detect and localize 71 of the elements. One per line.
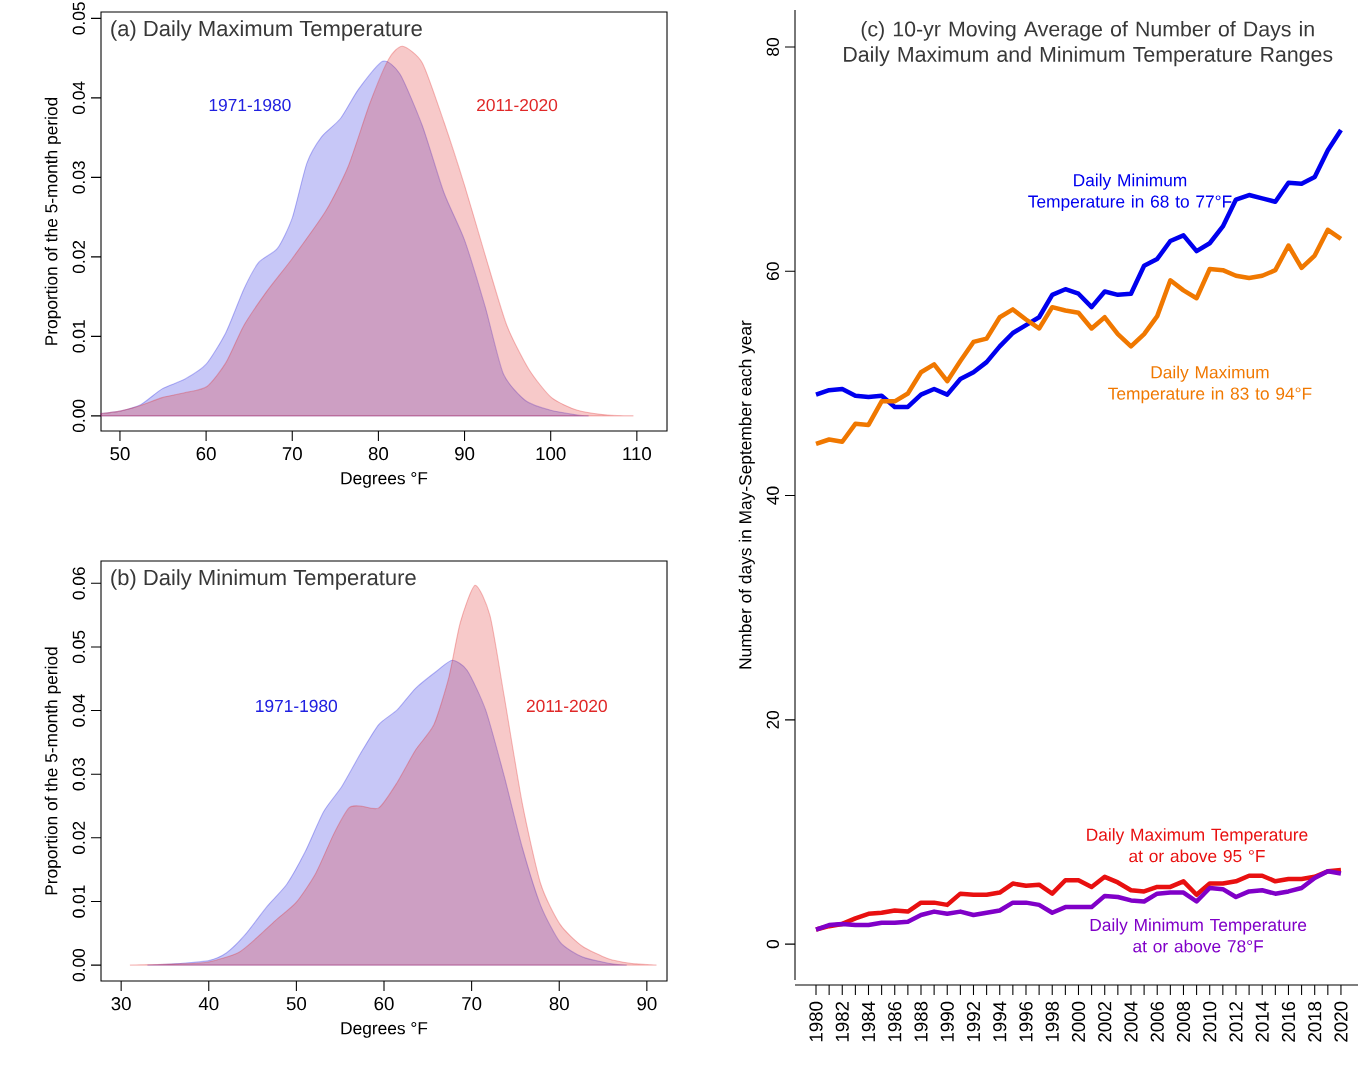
- y-tick-label: 0.04: [72, 81, 85, 115]
- x-tick-label: 1988: [914, 1001, 928, 1042]
- x-tick-label: 50: [286, 997, 307, 1011]
- text: 1971-1980: [256, 699, 338, 713]
- x-tick-label: 70: [462, 997, 482, 1011]
- x-tick-label: 2002: [1098, 1001, 1112, 1042]
- x-tick-label: 80: [549, 997, 569, 1011]
- y-tick-label: 80: [766, 38, 779, 56]
- y-axis-title: Number of days in May-September each year: [738, 320, 755, 669]
- x-tick-label: 90: [637, 997, 657, 1011]
- x-axis-title: Degrees °F: [341, 1022, 428, 1038]
- y-tick-label: 0.03: [72, 161, 85, 194]
- x-tick-label: 70: [282, 447, 302, 461]
- x-tick-label: 60: [374, 997, 394, 1011]
- x-tick-label: 40: [198, 997, 219, 1011]
- x-tick-label: 1996: [1019, 1001, 1033, 1042]
- x-tick-label: 80: [368, 447, 389, 461]
- x-axis-title: Degrees °F: [341, 472, 428, 488]
- x-tick-label: 1986: [888, 1001, 902, 1042]
- chart-title: (b) Daily Minimum Temperature: [111, 569, 416, 590]
- y-tick-label: 40: [766, 486, 779, 505]
- x-tick-label: 2012: [1229, 1001, 1243, 1042]
- x-tick-label: 1994: [993, 1001, 1007, 1042]
- line-series: [813, 127, 1344, 410]
- y-tick-label: 0.05: [72, 2, 85, 35]
- x-tick-label: 1984: [861, 1001, 876, 1042]
- x-tick-label: 2018: [1308, 1001, 1322, 1042]
- x-tick-label: 110: [623, 447, 652, 461]
- line-series: [813, 227, 1344, 447]
- series-label: Daily Maximum Temperature in 83 to 94°F: [1108, 365, 1312, 404]
- y-axis-title: Proportion of the 5-month period: [44, 97, 61, 345]
- series-label: 2011-2020: [526, 699, 607, 713]
- x-tick-label: 1980: [809, 1001, 823, 1042]
- x-tick-label: 1992: [966, 1001, 981, 1042]
- y-tick-label: 0.02: [72, 240, 85, 274]
- x-tick-label: 1982: [835, 1001, 849, 1042]
- x-tick-label: 2008: [1176, 1001, 1191, 1042]
- y-tick-label: 0.04: [72, 694, 85, 727]
- y-tick-label: 0.01: [72, 320, 85, 353]
- x-tick-label: 50: [110, 447, 130, 461]
- y-tick-label: 0.02: [72, 821, 85, 855]
- x-tick-label: 2004: [1124, 1001, 1138, 1042]
- x-tick-label: 30: [111, 997, 131, 1011]
- x-tick-label: 2000: [1071, 1001, 1086, 1042]
- x-tick-label: 1990: [940, 1001, 954, 1042]
- y-axis-title: Proportion of the 5-month period: [44, 647, 61, 895]
- x-tick-label: 60: [196, 447, 216, 461]
- text: 2011-2020: [477, 98, 558, 112]
- y-tick-label: 0.06: [72, 567, 85, 600]
- series-label: Daily Minimum Temperature at or above 78°F: [1090, 918, 1307, 953]
- x-tick-label: 100: [536, 447, 566, 461]
- y-tick-label: 0.00: [72, 399, 85, 433]
- y-tick-label: 0.00: [72, 948, 85, 982]
- x-tick-label: 2010: [1203, 1001, 1217, 1042]
- chart-title: (a) Daily Maximum Temperature: [111, 20, 422, 41]
- series-label: Daily Minimum Temperature in 68 to 77°F: [1028, 173, 1232, 212]
- x-tick-label: 2016: [1281, 1001, 1296, 1042]
- x-tick-label: 2020: [1334, 1001, 1348, 1042]
- text: 1971-1980: [209, 98, 291, 112]
- y-tick-label: 60: [766, 262, 779, 281]
- y-tick-label: 0: [766, 939, 779, 949]
- y-tick-label: 20: [766, 710, 779, 729]
- y-tick-label: 0.01: [72, 885, 85, 918]
- x-tick-label: 90: [455, 447, 475, 461]
- y-tick-label: 0.05: [72, 630, 85, 664]
- y-tick-label: 0.03: [72, 758, 85, 791]
- x-tick-label: 2014: [1255, 1001, 1269, 1042]
- x-tick-label: 1998: [1045, 1001, 1059, 1042]
- text: (c) 10-yr Moving Average of Number of Days in Daily Maximum and Minimum Temperature Ranges: [844, 20, 1333, 67]
- series-label: Daily Maximum Temperature at or above 95 °F: [1087, 828, 1308, 863]
- x-tick-label: 2006: [1150, 1001, 1164, 1042]
